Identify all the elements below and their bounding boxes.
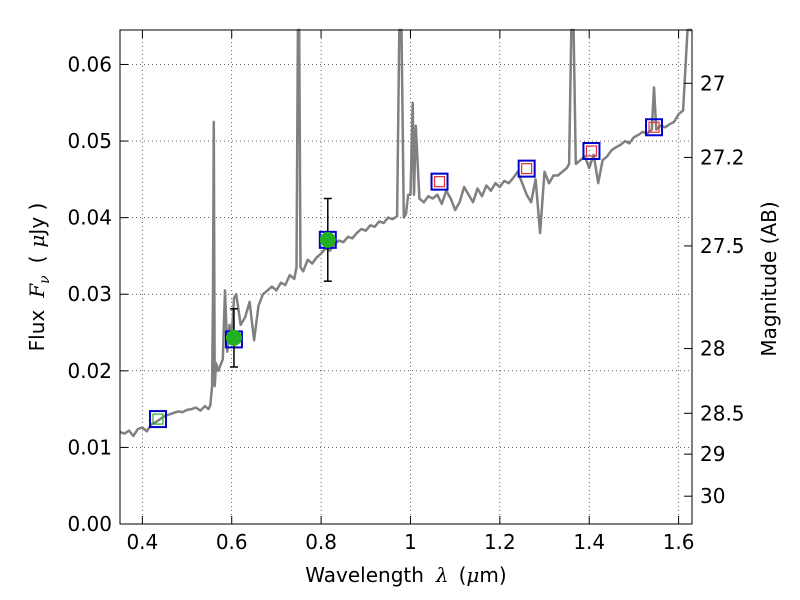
model-point-inner (648, 121, 660, 133)
model-point-inner (521, 163, 533, 175)
y-axis-title: Flux Fν ( μJy ) (25, 203, 53, 352)
x-axis-unit-mu: μ (466, 563, 479, 587)
model-point-outer (148, 410, 167, 429)
model-point-inner (585, 145, 598, 157)
model-point-outer (517, 159, 536, 178)
x-tick-label: 0.4 (126, 530, 158, 554)
y2-axis-title: Magnitude (AB) (757, 201, 781, 356)
x-axis-title: Wavelength λ (μm) (305, 563, 506, 587)
y-axis-unit-rest: Jy ) (25, 203, 49, 237)
x-tick-label: 0.6 (216, 530, 248, 554)
y-tick-label: 0.03 (67, 282, 112, 306)
axis-ticks (120, 30, 692, 525)
x-tick-label: 0.8 (305, 530, 337, 554)
x-tick-label: 1.6 (663, 530, 695, 554)
model-point-outer (645, 118, 664, 137)
y-tick-label: 0.02 (67, 359, 112, 383)
tick-labels: 0.4 0.6 0.8 1 1.2 1.4 1.6 0.00 0.01 0.02 0.03 0.04 0… (67, 52, 744, 554)
y2-tick-label: 27.2 (700, 145, 745, 169)
x-axis-unit-rest: m) (479, 563, 506, 587)
model-point-outer (430, 172, 449, 191)
y-axis-symbol-sub: ν (37, 275, 53, 284)
observed-point (319, 231, 336, 248)
y-axis-symbol: F (25, 283, 49, 299)
y-tick-label: 0.06 (67, 52, 112, 76)
y-axis-unit-open: ( (25, 256, 49, 264)
model-point-inner (152, 413, 164, 425)
y-tick-label: 0.05 (67, 129, 112, 153)
x-tick-label: 1 (404, 530, 417, 554)
y-tick-label: 0.01 (67, 435, 112, 459)
x-tick-label: 1.2 (484, 530, 516, 554)
y2-tick-label: 29 (700, 442, 725, 466)
y-axis-unit-mu: μ (25, 235, 49, 248)
x-axis-unit-open: ( (459, 563, 467, 587)
model-point-inner (433, 176, 446, 188)
spectrum-line (119, 28, 692, 438)
x-tick-label: 1.4 (573, 530, 605, 554)
plot-frame (119, 29, 693, 525)
model-point-outer (582, 142, 601, 161)
y-tick-label: 0.00 (67, 512, 112, 536)
photometry-series (148, 118, 664, 429)
y2-tick-label: 28.5 (700, 401, 745, 425)
x-axis-title-text: Wavelength (305, 563, 424, 587)
spectrum-series (119, 28, 692, 438)
y2-tick-label: 28 (700, 337, 725, 361)
observed-point (225, 329, 242, 346)
x-axis-symbol: λ (435, 563, 449, 587)
plot-background (120, 30, 692, 524)
y2-tick-label: 27 (700, 71, 725, 95)
y2-tick-label: 27.5 (700, 234, 745, 258)
y2-tick-label: 30 (700, 484, 725, 508)
y-axis-title-text: Flux (25, 310, 49, 352)
y-tick-label: 0.04 (67, 206, 112, 230)
